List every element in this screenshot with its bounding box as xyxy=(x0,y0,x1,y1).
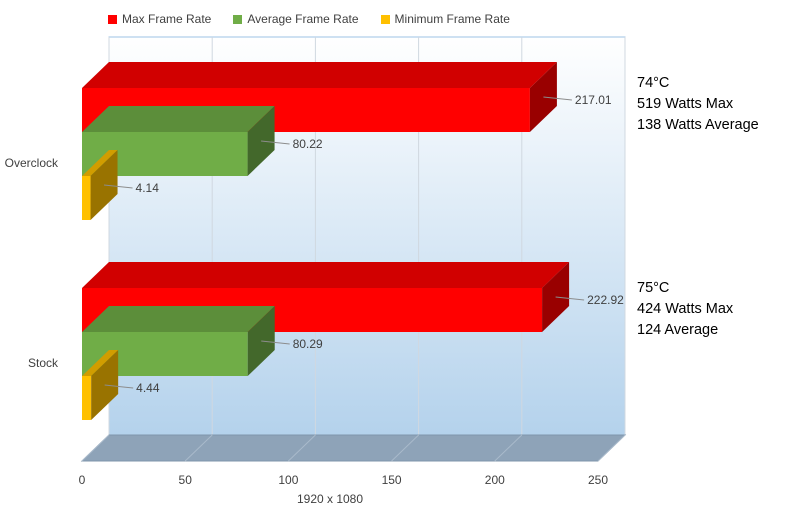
annotation-stock: 75°C 424 Watts Max 124 Average xyxy=(637,278,733,341)
x-axis-title: 1920 x 1080 xyxy=(296,492,364,506)
legend-item-average: Average Frame Rate xyxy=(233,12,359,26)
bar-top-1-1 xyxy=(82,306,275,332)
data-label-leader-2-0 xyxy=(103,184,133,189)
floor-gridline-4 xyxy=(494,434,523,462)
legend-label-max: Max Frame Rate xyxy=(122,12,212,26)
data-label-2-1: 4.44 xyxy=(136,381,160,395)
data-label-2-0: 4.14 xyxy=(136,181,160,195)
legend-item-minimum: Minimum Frame Rate xyxy=(380,12,510,26)
legend-label-average: Average Frame Rate xyxy=(247,12,359,26)
x-tick-label-1: 50 xyxy=(179,473,193,487)
legend-label-minimum: Minimum Frame Rate xyxy=(394,12,510,26)
bar-2-1 xyxy=(82,376,92,420)
floor-gridline-3 xyxy=(391,434,419,462)
legend: Max Frame Rate Average Frame Rate Minimu… xyxy=(108,12,510,26)
annotation-overclock-temp: 74°C xyxy=(637,75,670,91)
category-label-0: Overclock xyxy=(5,156,59,170)
x-tick-label-4: 200 xyxy=(485,473,505,487)
legend-swatch-average xyxy=(233,14,243,24)
bar-2-0 xyxy=(82,176,91,220)
bar-top-1-0 xyxy=(82,106,275,132)
floor-gridline-5 xyxy=(597,434,626,462)
data-label-leader-1-1 xyxy=(261,340,290,345)
floor-gridline-1 xyxy=(184,434,213,462)
legend-item-max: Max Frame Rate xyxy=(108,12,211,26)
x-tick-label-3: 150 xyxy=(382,473,402,487)
floor-gridline-0 xyxy=(81,434,110,462)
data-label-0-0: 217.01 xyxy=(575,93,612,107)
x-tick-label-0: 0 xyxy=(79,473,86,487)
floor-gridline-2 xyxy=(288,434,316,462)
legend-swatch-minimum xyxy=(380,14,390,24)
bar-top-0-0 xyxy=(82,62,557,88)
legend-swatch-max xyxy=(108,14,117,24)
chart-floor xyxy=(80,434,627,462)
bar-top-2-1 xyxy=(82,350,119,376)
annotation-stock-temp: 75°C xyxy=(637,280,670,296)
annotation-overclock-max-watts: 519 Watts Max xyxy=(637,96,734,112)
data-label-0-1: 222.92 xyxy=(587,293,624,307)
x-tick-label-2: 100 xyxy=(278,473,298,487)
data-label-1-1: 80.29 xyxy=(293,337,323,351)
data-label-leader-2-1 xyxy=(104,384,134,389)
data-label-leader-0-1 xyxy=(555,296,585,301)
x-tick-label-5: 250 xyxy=(588,473,608,487)
bar-top-0-1 xyxy=(82,262,570,288)
data-label-1-0: 80.22 xyxy=(293,137,323,151)
bar-top-2-0 xyxy=(82,150,118,176)
annotation-overclock: 74°C 519 Watts Max 138 Watts Average xyxy=(637,73,759,136)
data-label-leader-1-0 xyxy=(261,140,290,145)
category-label-1: Stock xyxy=(28,356,59,370)
annotation-stock-max-watts: 424 Watts Max xyxy=(637,301,734,317)
annotation-overclock-avg-watts: 138 Watts Average xyxy=(637,117,759,133)
annotation-stock-avg-watts: 124 Average xyxy=(637,322,719,338)
data-label-leader-0-0 xyxy=(543,96,572,101)
